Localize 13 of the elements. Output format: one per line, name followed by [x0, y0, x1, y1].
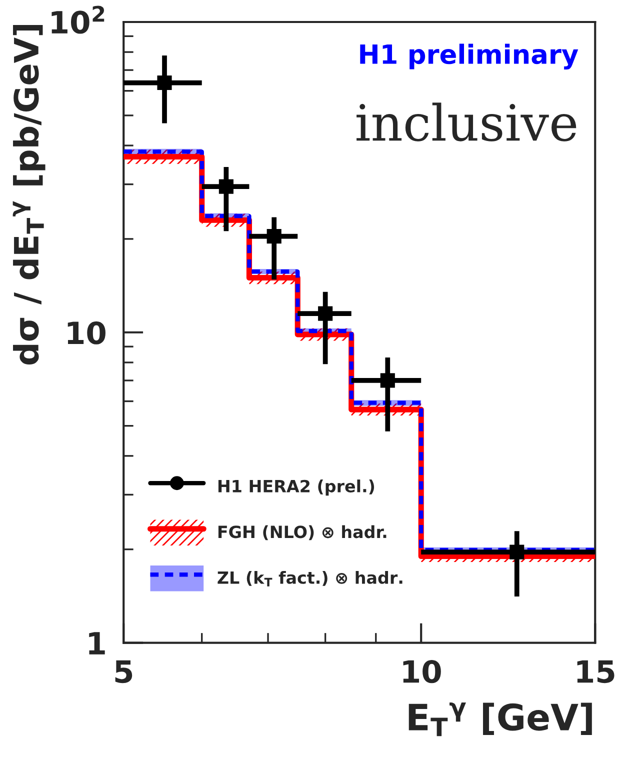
y-tick-label: 10	[68, 321, 106, 344]
x-axis-title: E$_{T}$$^{γ}$ [GeV]	[408, 702, 592, 736]
x-tick-label: 15	[577, 660, 614, 684]
x-tick-label: 10	[403, 660, 441, 684]
legend-label: FGH (NLO) ⊗ hadr.	[218, 525, 386, 540]
y-tick-label: 10$^{2}$	[52, 6, 104, 34]
y-axis-title: dσ / dE$_{T}$$^{γ}$ [pb/GeV]	[12, 25, 46, 364]
annotation: inclusive	[356, 102, 576, 142]
annotation: H1 preliminary	[360, 44, 578, 70]
legend-label: H1 HERA2 (prel.)	[218, 480, 374, 496]
legend-label: ZL (k$_{T}$ fact.) ⊗ hadr.	[218, 571, 402, 586]
x-tick-label: 5	[115, 660, 132, 684]
y-tick-label: 1	[89, 632, 105, 654]
